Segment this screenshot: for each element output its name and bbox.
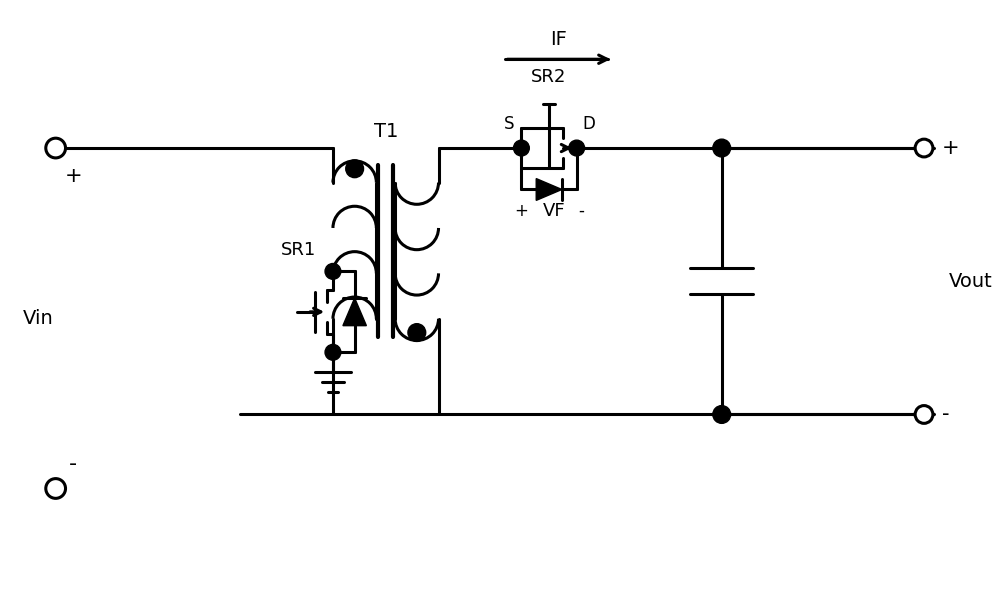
- Circle shape: [346, 160, 364, 178]
- Text: Vout: Vout: [949, 272, 992, 291]
- Text: Vin: Vin: [23, 309, 54, 328]
- Circle shape: [46, 478, 66, 498]
- Circle shape: [514, 140, 529, 156]
- Polygon shape: [536, 178, 562, 200]
- Circle shape: [915, 139, 933, 157]
- Text: SR1: SR1: [281, 240, 316, 258]
- Text: SR2: SR2: [531, 68, 567, 86]
- Text: -: -: [579, 202, 585, 220]
- Circle shape: [325, 344, 341, 360]
- Text: +: +: [65, 166, 82, 186]
- Circle shape: [713, 406, 731, 423]
- Circle shape: [46, 138, 66, 158]
- Text: VF: VF: [543, 202, 565, 220]
- Text: -: -: [69, 454, 77, 474]
- Circle shape: [408, 324, 426, 341]
- Circle shape: [915, 406, 933, 423]
- Text: -: -: [942, 404, 949, 424]
- Polygon shape: [343, 298, 366, 326]
- Circle shape: [713, 139, 731, 157]
- Text: +: +: [942, 138, 959, 158]
- Text: S: S: [504, 115, 515, 133]
- Circle shape: [569, 140, 585, 156]
- Text: T1: T1: [374, 122, 398, 141]
- Text: IF: IF: [550, 30, 567, 49]
- Circle shape: [325, 263, 341, 279]
- Text: +: +: [514, 202, 528, 220]
- Text: D: D: [582, 115, 595, 133]
